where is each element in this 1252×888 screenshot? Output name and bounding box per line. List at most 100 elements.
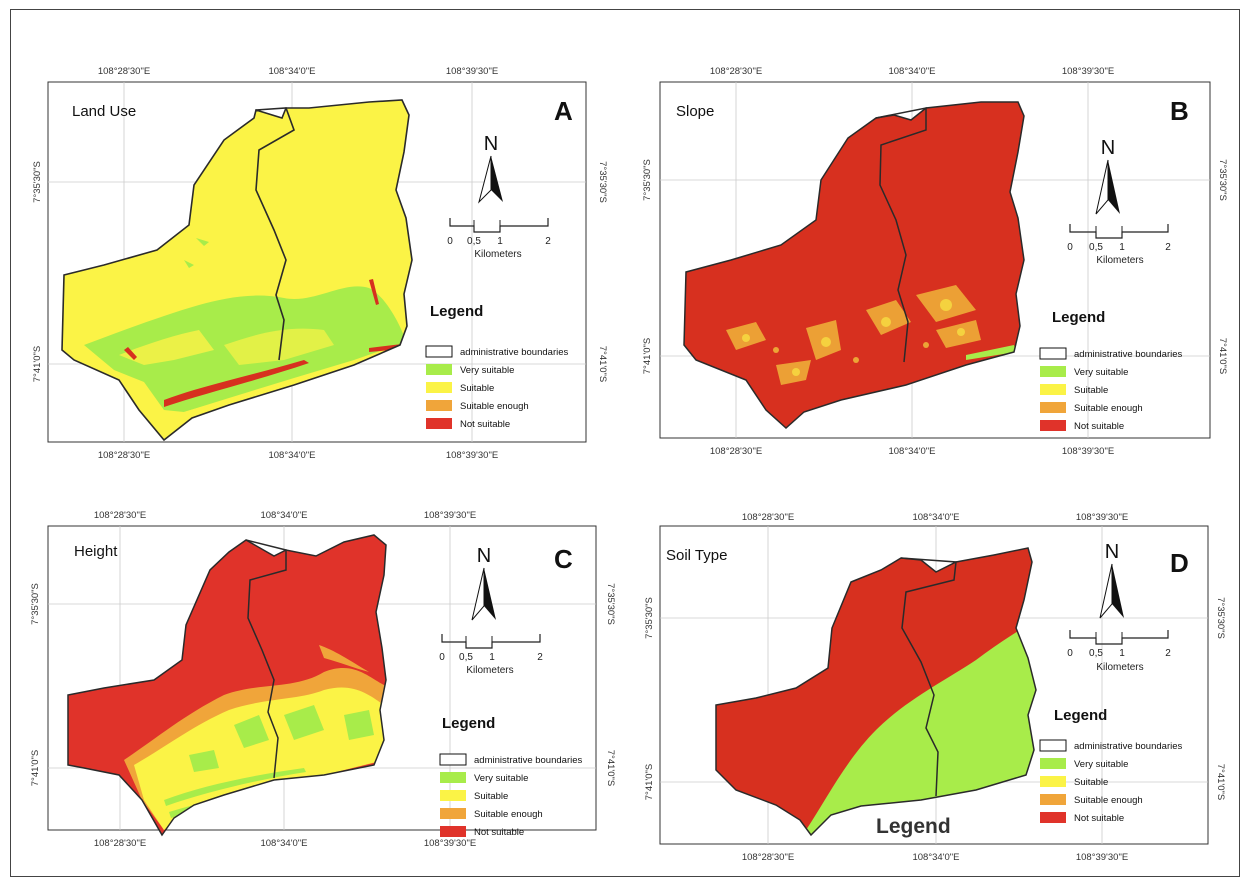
lat-label-right-top: 7°35'30"S — [605, 583, 616, 625]
scale-tick-2: 1 — [1119, 242, 1125, 253]
legend-swatch-suitable-enough — [1040, 402, 1066, 413]
lon-label-bottom-mid: 108°34'0"E — [268, 450, 315, 461]
scale-unit: Kilometers — [466, 665, 513, 676]
map-height: 108°28'30"E 108°34'0"E 108°39'30"E 108°2… — [30, 510, 616, 849]
legend-swatch-boundary — [1039, 347, 1067, 360]
scale-bar: 0 0,5 1 2 Kilometers — [1067, 224, 1171, 266]
legend-swatch-boundary — [425, 345, 453, 358]
admin-boundary-internal — [255, 107, 295, 361]
lon-label-top-mid: 108°34'0"E — [912, 512, 959, 523]
lat-label-right-bottom: 7°41'0"S — [597, 346, 608, 382]
legend-swatch-boundary — [439, 753, 467, 766]
scale-tick-0: 0 — [439, 652, 445, 663]
scale-unit: Kilometers — [1096, 662, 1143, 673]
scale-bar: 0 0,5 1 2 Kilometers — [439, 634, 543, 676]
lon-label-bottom-right: 108°39'30"E — [1076, 852, 1128, 863]
panel-title: Land Use — [72, 103, 136, 120]
legend-swatch-suitable — [1040, 384, 1066, 395]
inset-legend-label: Legend — [876, 815, 951, 838]
lat-label-right-bottom: 7°41'0"S — [1217, 338, 1228, 374]
admin-boundary-outline — [683, 101, 1025, 430]
legend-title: Legend — [442, 715, 495, 732]
lon-label-top-mid: 108°34'0"E — [260, 510, 307, 521]
legend-label: Very suitable — [1074, 759, 1128, 770]
scale-tick-1: 0,5 — [1089, 242, 1103, 253]
panel-soil-type: 108°28'30"E 108°34'0"E 108°39'30"E 108°2… — [636, 500, 1228, 872]
admin-boundary-internal — [875, 107, 927, 363]
lat-label-left-bottom: 7°41'0"S — [644, 764, 655, 800]
legend-label: Very suitable — [460, 365, 514, 376]
panel-title: Height — [74, 543, 118, 560]
scale-tick-2: 1 — [497, 236, 503, 247]
north-arrow-icon: N — [1095, 137, 1120, 215]
lon-label-bottom-mid: 108°34'0"E — [888, 446, 935, 457]
scale-tick-3: 2 — [1165, 648, 1171, 659]
legend-label: Suitable — [1074, 777, 1108, 788]
legend-title: Legend — [430, 303, 483, 320]
lon-label-bottom-left: 108°28'30"E — [710, 446, 762, 457]
legend-label: Suitable enough — [474, 809, 543, 820]
legend: Legend administrative boundaries Very su… — [439, 715, 583, 838]
legend-swatch-suitable — [440, 790, 466, 801]
lon-label-top-right: 108°39'30"E — [1076, 512, 1128, 523]
scale-unit: Kilometers — [1096, 255, 1143, 266]
scale-tick-3: 2 — [545, 236, 551, 247]
north-arrow-icon: N — [471, 545, 496, 621]
scale-tick-3: 2 — [537, 652, 543, 663]
legend: Legend administrative boundaries Very su… — [1039, 707, 1183, 824]
legend-title: Legend — [1052, 309, 1105, 326]
lon-label-top-mid: 108°34'0"E — [888, 66, 935, 77]
scale-bar: 0 0,5 1 2 Kilometers — [1067, 630, 1171, 673]
legend-label: Suitable enough — [1074, 795, 1143, 806]
lon-label-bottom-left: 108°28'30"E — [742, 852, 794, 863]
lon-label-top-left: 108°28'30"E — [98, 66, 150, 77]
lat-label-left-top: 7°35'30"S — [32, 161, 43, 203]
scale-unit: Kilometers — [474, 249, 521, 260]
panel-height: 108°28'30"E 108°34'0"E 108°39'30"E 108°2… — [24, 500, 616, 872]
legend-label: Suitable enough — [460, 401, 529, 412]
legend-swatch-suitable-enough — [440, 808, 466, 819]
legend: Legend administrative boundaries Very su… — [1039, 309, 1183, 432]
legend-swatch-suitable — [426, 382, 452, 393]
lat-label-right-top: 7°35'30"S — [597, 161, 608, 203]
north-arrow-icon: N — [1099, 541, 1124, 619]
legend: Legend administrative boundaries Very su… — [425, 303, 569, 430]
north-label: N — [1101, 137, 1115, 159]
lon-label-bottom-mid: 108°34'0"E — [912, 852, 959, 863]
lon-label-bottom-right: 108°39'30"E — [424, 838, 476, 849]
legend-label: Suitable enough — [1074, 403, 1143, 414]
scale-bar: 0 0,5 1 2 Kilometers — [447, 218, 551, 260]
admin-boundary-outline — [61, 99, 413, 442]
lat-label-left-bottom: 7°41'0"S — [32, 346, 43, 382]
legend-swatch-very-suitable — [426, 364, 452, 375]
legend-label: administrative boundaries — [460, 347, 569, 358]
lon-label-top-left: 108°28'30"E — [94, 510, 146, 521]
lon-label-top-right: 108°39'30"E — [1062, 66, 1114, 77]
map-soil-type: 108°28'30"E 108°34'0"E 108°39'30"E 108°2… — [644, 512, 1226, 863]
legend-swatch-not-suitable — [1040, 420, 1066, 431]
scale-tick-0: 0 — [1067, 648, 1073, 659]
lon-label-bottom-right: 108°39'30"E — [1062, 446, 1114, 457]
panel-title: Soil Type — [666, 547, 727, 564]
scale-tick-3: 2 — [1165, 242, 1171, 253]
panel-letter: D — [1170, 548, 1189, 578]
legend-swatch-not-suitable — [440, 826, 466, 837]
lat-label-left-bottom: 7°41'0"S — [30, 750, 41, 786]
legend-title: Legend — [1054, 707, 1107, 724]
lat-label-right-top: 7°35'30"S — [1215, 597, 1226, 639]
lon-label-top-left: 108°28'30"E — [710, 66, 762, 77]
lon-label-bottom-right: 108°39'30"E — [446, 450, 498, 461]
admin-boundary-outline — [715, 547, 1037, 837]
lon-label-bottom-left: 108°28'30"E — [98, 450, 150, 461]
panel-letter: C — [554, 544, 573, 574]
lat-label-left-bottom: 7°41'0"S — [642, 338, 653, 374]
panel-land-use: 108°28'30"E 108°34'0"E 108°39'30"E 108°2… — [24, 60, 616, 470]
legend-label: Very suitable — [1074, 367, 1128, 378]
map-land-use: 108°28'30"E 108°34'0"E 108°39'30"E 108°2… — [32, 66, 608, 461]
lon-label-bottom-left: 108°28'30"E — [94, 838, 146, 849]
legend-swatch-not-suitable — [1040, 812, 1066, 823]
legend-label: Not suitable — [474, 827, 524, 838]
legend-label: Suitable — [474, 791, 508, 802]
lon-label-top-left: 108°28'30"E — [742, 512, 794, 523]
legend-swatch-boundary — [1039, 739, 1067, 752]
